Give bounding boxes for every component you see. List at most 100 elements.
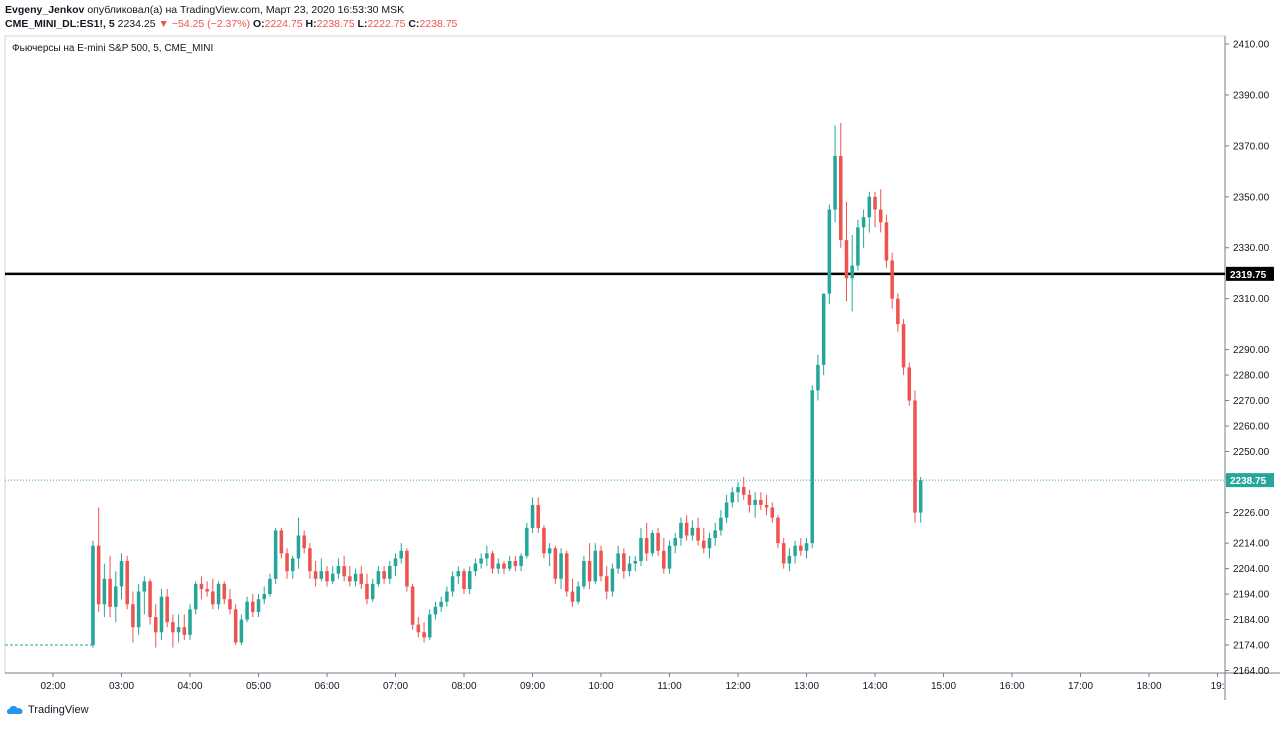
- candle-body: [199, 583, 204, 589]
- symbol-label: CME_MINI_DL:ES1!, 5: [5, 18, 115, 30]
- candle-body: [530, 504, 535, 528]
- candle-body: [650, 532, 655, 554]
- candle-body: [439, 601, 443, 607]
- high-value: 2238.75: [316, 18, 355, 30]
- candle-body: [233, 609, 238, 643]
- x-tick-label: 11:00: [657, 681, 682, 692]
- candle-body: [473, 563, 478, 572]
- candle-body: [359, 573, 364, 584]
- candle-body: [427, 614, 432, 638]
- candle-body: [319, 571, 324, 579]
- candle-body: [833, 156, 837, 210]
- header-line-1: Evgeny_Jenkov опубликовал(а) на TradingV…: [5, 4, 404, 17]
- y-tick-label: 2226.00: [1233, 508, 1270, 519]
- candle-body: [587, 560, 592, 582]
- low-label: L:: [357, 18, 368, 30]
- candle-body: [644, 538, 649, 554]
- y-tick-label: 2410.00: [1233, 40, 1270, 51]
- candle-body: [450, 576, 455, 592]
- x-tick-label: 16:00: [1000, 681, 1025, 692]
- candle-body: [268, 578, 272, 595]
- candle-body: [713, 530, 717, 539]
- y-tick-label: 2194.00: [1233, 590, 1270, 601]
- candle-body: [679, 522, 683, 539]
- last-price-box: [1226, 473, 1274, 488]
- candle-body: [467, 571, 472, 589]
- x-tick-label: 08:00: [451, 681, 476, 692]
- candle-body: [182, 627, 187, 635]
- candle-body: [353, 573, 358, 582]
- candle-body: [839, 156, 843, 241]
- y-tick-label: 2310.00: [1233, 294, 1270, 305]
- y-tick-label: 2270.00: [1233, 396, 1270, 407]
- candle-body: [542, 527, 546, 554]
- candle-body: [690, 527, 695, 536]
- candle-body: [890, 260, 894, 299]
- change-value: −54.25 (−2.37%): [171, 18, 251, 30]
- candle-body: [490, 553, 495, 569]
- candle-body: [701, 540, 706, 549]
- open-label: O:: [252, 18, 265, 30]
- candle-body: [770, 507, 775, 518]
- candle-body: [142, 581, 147, 592]
- candle-body: [753, 499, 757, 505]
- candle-body: [907, 367, 912, 401]
- candle-body: [176, 627, 181, 633]
- candle-body: [604, 576, 609, 592]
- candle-body: [216, 583, 221, 605]
- candle-body: [296, 535, 301, 559]
- candle-body: [525, 527, 529, 556]
- candle-body: [616, 553, 620, 569]
- candle-body: [119, 560, 124, 587]
- candle-body: [410, 586, 415, 625]
- candle-body: [816, 364, 820, 391]
- level-price-box: [1226, 266, 1274, 281]
- candle-body: [102, 578, 107, 605]
- x-tick-label: 12:00: [726, 681, 751, 692]
- candle-body: [308, 548, 312, 572]
- candle-body: [382, 571, 386, 579]
- candle-body: [302, 535, 306, 549]
- candle-body: [810, 390, 815, 544]
- x-tick-label: 18:00: [1137, 681, 1162, 692]
- candle-body: [108, 578, 112, 607]
- candle-body: [861, 217, 866, 228]
- candle-body: [582, 560, 586, 587]
- close-label: C:: [408, 18, 420, 30]
- candle-body: [405, 550, 409, 587]
- candle-body: [422, 632, 426, 638]
- candle-body: [416, 624, 421, 633]
- open-value: 2224.75: [264, 18, 303, 30]
- candle-body: [171, 622, 175, 633]
- candle-body: [873, 196, 877, 210]
- candle-body: [741, 487, 746, 495]
- candle-body: [547, 548, 552, 554]
- candle-body: [165, 596, 169, 623]
- candle-body: [662, 550, 666, 569]
- last-price: 2234.25: [117, 18, 156, 30]
- close-value: 2238.75: [419, 18, 458, 30]
- y-tick-label: 2370.00: [1233, 141, 1270, 152]
- x-tick-label: 09:00: [520, 681, 545, 692]
- candle-body: [256, 599, 261, 612]
- chart-title: Фьючерсы на E-mini S&P 500, 5, CME_MINI: [12, 43, 214, 54]
- candle-body: [576, 586, 580, 602]
- candle-body: [787, 555, 792, 564]
- author-name[interactable]: Evgeny_Jenkov: [5, 4, 85, 16]
- x-tick-label: 14:00: [863, 681, 888, 692]
- candle-body: [764, 504, 769, 508]
- candle-body: [759, 499, 763, 505]
- header-line-2: CME_MINI_DL:ES1!, 5 2234.25 ▼ −54.25 (−2…: [5, 18, 457, 31]
- candle-body: [136, 591, 141, 628]
- x-tick-label: 06:00: [314, 681, 339, 692]
- candle-body: [279, 530, 284, 554]
- candle-body: [222, 583, 227, 600]
- candle-body: [610, 568, 615, 592]
- candle-body: [342, 566, 346, 577]
- candle-body: [211, 591, 215, 605]
- footer-brand[interactable]: TradingView: [6, 704, 89, 716]
- candle-body: [656, 532, 660, 551]
- x-tick-label: 07:00: [383, 681, 408, 692]
